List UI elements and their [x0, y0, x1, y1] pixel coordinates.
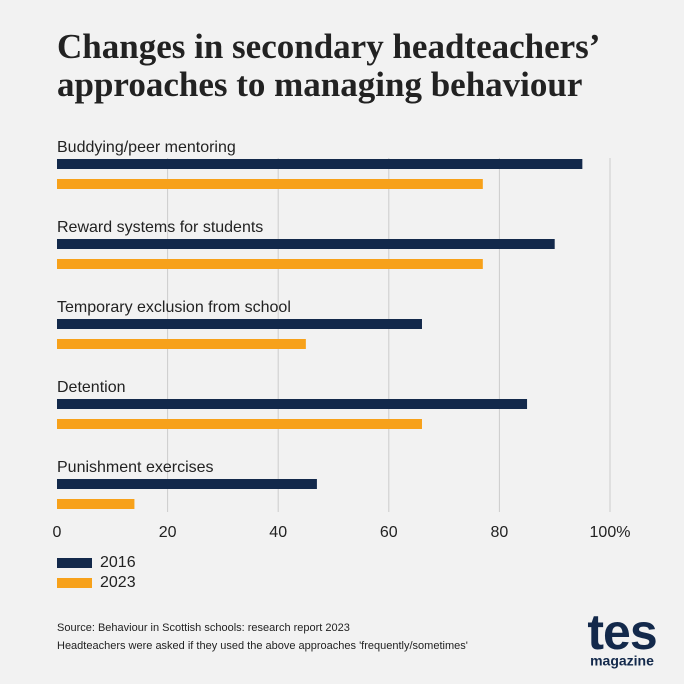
bar — [57, 319, 422, 329]
chart-title: Changes in secondary headteachers’ — [57, 27, 600, 66]
category-label: Detention — [57, 379, 126, 396]
bar — [57, 259, 483, 269]
legend-swatch — [57, 578, 92, 588]
category-label: Buddying/peer mentoring — [57, 139, 236, 156]
bar — [57, 419, 422, 429]
x-tick-label: 80 — [491, 524, 509, 541]
x-tick-label: 60 — [380, 524, 398, 541]
bar — [57, 339, 306, 349]
x-tick-label: 40 — [269, 524, 287, 541]
category-label: Temporary exclusion from school — [57, 299, 291, 316]
note: Headteachers were asked if they used the… — [57, 640, 468, 652]
x-tick-label: 100% — [590, 524, 631, 541]
source: Source: Behaviour in Scottish schools: r… — [57, 622, 350, 634]
chart-title: approaches to managing behaviour — [57, 65, 582, 104]
bar — [57, 399, 528, 409]
logo-name: tes — [587, 604, 656, 660]
logo-tagline: magazine — [590, 653, 654, 669]
category-label: Punishment exercises — [57, 459, 214, 476]
bar — [57, 499, 135, 509]
bar — [57, 179, 483, 189]
bar — [57, 239, 555, 249]
legend-swatch — [57, 558, 92, 568]
x-tick-label: 20 — [159, 524, 177, 541]
x-tick-label: 0 — [53, 524, 62, 541]
bar — [57, 159, 583, 169]
category-label: Reward systems for students — [57, 219, 263, 236]
bar — [57, 479, 317, 489]
legend-label: 2016 — [100, 554, 136, 571]
legend-label: 2023 — [100, 574, 136, 591]
